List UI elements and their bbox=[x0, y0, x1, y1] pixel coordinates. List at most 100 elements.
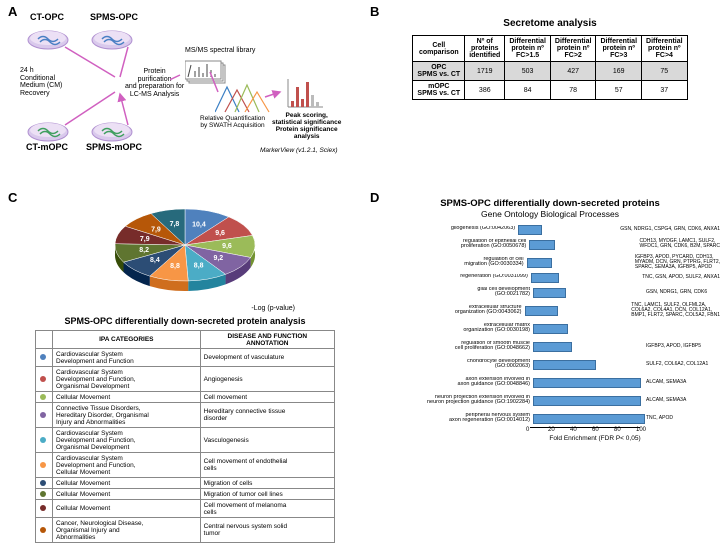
go-row: peripheral nervous system axon regenerat… bbox=[380, 409, 720, 427]
ipa-subtitle: SPMS-OPC differentially down-secreted pr… bbox=[20, 316, 350, 326]
secretome-header: Differential protein nº FC>2 bbox=[550, 36, 596, 62]
ipa-color-dot bbox=[36, 478, 53, 489]
svg-text:7,8: 7,8 bbox=[170, 221, 180, 228]
ipa-annotation: Central nervous system solid tumor bbox=[200, 518, 334, 543]
secretome-cell: 78 bbox=[550, 81, 596, 100]
ipa-table: IPA CATEGORIESDISEASE AND FUNCTION ANNOT… bbox=[35, 330, 335, 543]
secretome-header: Differential protein nº FC>1.5 bbox=[505, 36, 551, 62]
go-bar bbox=[531, 273, 559, 283]
go-row: regeneration (GO:0031099) TNC, GSN, APOD,… bbox=[380, 271, 720, 283]
go-bar bbox=[533, 288, 566, 298]
ipa-annotation: Angiogenesis bbox=[200, 367, 334, 392]
go-tick: 0 bbox=[526, 427, 529, 433]
dishes-diagram bbox=[20, 22, 160, 182]
go-genes: IGFBP3, APOD, PYCARD, CDH13, MYADM, DCN,… bbox=[632, 255, 720, 270]
go-label: chondrocyte development (GO:0002063) bbox=[380, 359, 533, 370]
ipa-header: DISEASE AND FUNCTION ANNOTATION bbox=[200, 331, 334, 349]
go-genes: GSN, NDRG1, GRN, CDK6 bbox=[643, 290, 707, 295]
pie-legend: -Log (p-value) bbox=[20, 305, 350, 312]
go-genes: CDH13, MYDGF, LAMC1, SULF2, WFDC1, GRN, … bbox=[637, 239, 720, 249]
panel-a: CT-OPC SPMS-OPC CT-mOPC SPMS-mOPC 24 h C… bbox=[20, 12, 340, 187]
ipa-color-dot bbox=[36, 403, 53, 428]
ipa-category: Connective Tissue Disorders, Hereditary … bbox=[53, 403, 201, 428]
ipa-annotation: Cell movement of endothelial cells bbox=[200, 453, 334, 478]
go-tick: 100 bbox=[636, 427, 646, 433]
ipa-annotation: Cell movement bbox=[200, 392, 334, 403]
secretome-header: Differential protein nº FC>3 bbox=[596, 36, 642, 62]
go-tick: 40 bbox=[570, 427, 577, 433]
go-genes: ALCAM, SEMA3A bbox=[643, 398, 686, 403]
swath-peaks-icon bbox=[215, 82, 275, 117]
svg-text:8,4: 8,4 bbox=[150, 257, 160, 264]
ipa-category: Cardiovascular System Development and Fu… bbox=[53, 453, 201, 478]
go-genes: SULF2, COL6A2, COL12A1 bbox=[643, 362, 708, 367]
go-genes: TNC, GSN, APOD, SULF2, ANXA1 bbox=[639, 275, 720, 280]
spectral-library-label: MS/MS spectral library bbox=[185, 47, 255, 54]
ipa-color-dot bbox=[36, 518, 53, 543]
go-bar bbox=[533, 324, 568, 334]
go-bar bbox=[533, 414, 645, 424]
go-title: SPMS-OPC differentially down-secreted pr… bbox=[380, 198, 720, 209]
go-label: regulation of smooth muscle cell prolife… bbox=[380, 341, 533, 352]
go-xlabel: Fold Enrichment (FDR P< 0,05) bbox=[500, 435, 690, 442]
ipa-annotation: Migration of cells bbox=[200, 478, 334, 489]
go-bar bbox=[529, 240, 555, 250]
protein-purification-caption: Protein purification and preparation for… bbox=[125, 68, 184, 99]
svg-text:9,6: 9,6 bbox=[222, 243, 232, 250]
ipa-annotation: Migration of tumor cell lines bbox=[200, 489, 334, 500]
go-row: chondrocyte development (GO:0002063) SULF… bbox=[380, 355, 720, 373]
svg-text:8,8: 8,8 bbox=[194, 262, 204, 269]
secretome-cell: 386 bbox=[465, 81, 505, 100]
secretome-cell: 427 bbox=[550, 62, 596, 81]
secretome-header: Nº of proteins identified bbox=[465, 36, 505, 62]
go-tick: 20 bbox=[548, 427, 555, 433]
ipa-color-dot bbox=[36, 349, 53, 367]
go-row: glial cell development (GO:0021782) GSN, … bbox=[380, 283, 720, 301]
go-subtitle: Gene Ontology Biological Processes bbox=[380, 209, 720, 219]
go-genes: IGFBP3, APOD, IGFBP5 bbox=[643, 344, 701, 349]
pie-chart: 10,49,69,69,28,88,88,48,27,97,97,8 bbox=[90, 195, 280, 305]
ipa-category: Cancer, Neurological Disease, Organismal… bbox=[53, 518, 201, 543]
panel-c: 10,49,69,69,28,88,88,48,27,97,97,8 -Log … bbox=[20, 195, 350, 543]
secretome-cell: 57 bbox=[596, 81, 642, 100]
go-bar bbox=[527, 258, 552, 268]
ipa-annotation: Development of vasculature bbox=[200, 349, 334, 367]
go-genes: TNC, LAMC1, SULF2, OLFML2A, COL6A2, COL4… bbox=[628, 303, 720, 318]
cm-recovery-caption: 24 h Conditional Medium (CM) Recovery bbox=[20, 67, 62, 98]
svg-text:7,9: 7,9 bbox=[140, 236, 150, 243]
ipa-category: Cellular Movement bbox=[53, 489, 201, 500]
secretome-cell: 75 bbox=[642, 62, 688, 81]
secretome-cell: 503 bbox=[505, 62, 551, 81]
go-genes: TNC, APOD bbox=[643, 416, 673, 421]
go-label: gliogenesis (GO:0042063) bbox=[380, 226, 518, 232]
go-label: neuron projection extension involved in … bbox=[380, 395, 533, 406]
svg-text:10,4: 10,4 bbox=[192, 222, 206, 229]
go-genes: GSN, NDRG1, CSPG4, GRN, CDK6, ANXA1 bbox=[617, 227, 720, 232]
go-row: regulation of epithelial cell proliferat… bbox=[380, 235, 720, 253]
secretome-cell: OPC SPMS vs. CT bbox=[413, 62, 465, 81]
go-label: extracellular structure organization (GO… bbox=[380, 305, 525, 316]
go-bar bbox=[533, 360, 596, 370]
ipa-color-dot bbox=[36, 500, 53, 518]
ipa-annotation: Hereditary connective tissue disorder bbox=[200, 403, 334, 428]
svg-text:8,2: 8,2 bbox=[139, 247, 149, 254]
go-label: peripheral nervous system axon regenerat… bbox=[380, 413, 533, 424]
software-caption: MarkerView (v1.2.1, Sciex) bbox=[260, 147, 338, 154]
ipa-category: Cardiovascular System Development and Fu… bbox=[53, 428, 201, 453]
go-bar bbox=[533, 342, 572, 352]
ipa-color-dot bbox=[36, 489, 53, 500]
secretome-cell: 169 bbox=[596, 62, 642, 81]
secretome-table: Cell comparisonNº of proteins identified… bbox=[412, 35, 687, 100]
go-bar bbox=[533, 378, 641, 388]
go-row: extracellular matrix organization (GO:00… bbox=[380, 319, 720, 337]
ipa-category: Cellular Movement bbox=[53, 500, 201, 518]
go-label: glial cell development (GO:0021782) bbox=[380, 287, 533, 298]
go-row: regulation of cell migration (GO:0030334… bbox=[380, 253, 720, 271]
ipa-header bbox=[36, 331, 53, 349]
panel-c-label: C bbox=[8, 190, 17, 205]
panel-b-label: B bbox=[370, 4, 379, 19]
ipa-category: Cardiovascular System Development and Fu… bbox=[53, 349, 201, 367]
go-label: regeneration (GO:0031099) bbox=[380, 274, 531, 280]
ipa-color-dot bbox=[36, 428, 53, 453]
peak-scoring-caption: Peak scoring, statistical significance P… bbox=[272, 112, 341, 141]
